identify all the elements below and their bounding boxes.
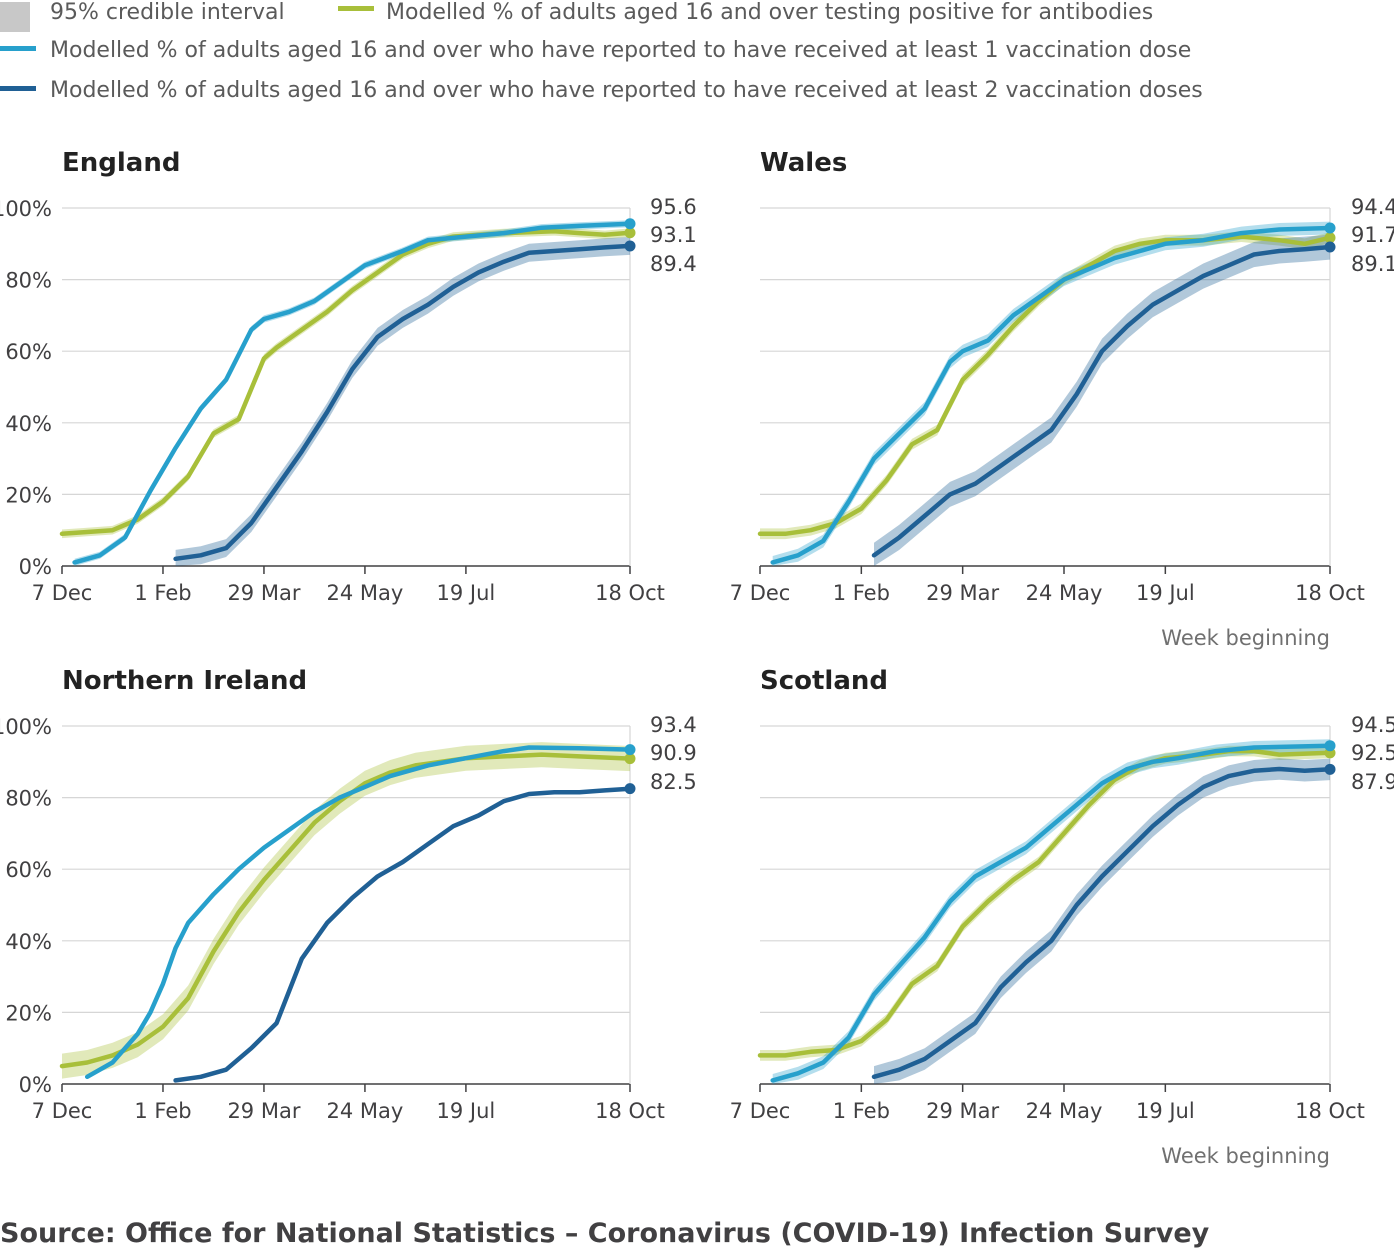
- dose2-swatch-icon: [0, 86, 36, 91]
- dose1-swatch-icon: [0, 46, 36, 51]
- end-value-label: 93.4: [650, 713, 697, 737]
- antibodies-line: [757, 234, 1333, 537]
- x-tick-label: 19 Jul: [1136, 1099, 1195, 1123]
- antibodies-line: [59, 752, 633, 1069]
- antibodies-line: [59, 229, 633, 537]
- x-tick-label: 7 Dec: [32, 1099, 93, 1123]
- dose2-line: [173, 243, 633, 562]
- y-tick-label: 0%: [19, 555, 52, 579]
- dose2-end-point: [1324, 241, 1336, 253]
- dose2-ci-band: [175, 786, 630, 1083]
- x-tick-label: 29 Mar: [227, 581, 300, 605]
- x-tick-label: 29 Mar: [227, 1099, 300, 1123]
- end-value-label: 87.9: [1351, 770, 1394, 794]
- dose2-line: [173, 786, 633, 1083]
- end-value-label: 91.7: [1351, 223, 1394, 247]
- x-tick-label: 1 Feb: [833, 581, 890, 605]
- end-value-label: 92.5: [1351, 741, 1394, 765]
- x-tick-label: 18 Oct: [595, 1099, 665, 1123]
- y-tick-label: 100%: [0, 197, 52, 221]
- dose1-end-point: [1324, 222, 1336, 234]
- ci-swatch-icon: [0, 2, 30, 32]
- dose2-end-point: [1324, 763, 1336, 775]
- antibodies-swatch-icon: [338, 6, 374, 11]
- x-tick-label: 19 Jul: [1136, 581, 1195, 605]
- end-value-label: 90.9: [650, 741, 697, 765]
- chart-title: Scotland: [760, 666, 888, 696]
- end-value-label: 82.5: [650, 770, 697, 794]
- x-tick-label: 18 Oct: [595, 581, 665, 605]
- y-tick-label: 60%: [5, 340, 52, 364]
- x-axis-label: Week beginning: [1161, 1144, 1330, 1168]
- dose2-ci-band: [874, 234, 1330, 566]
- legend-antibodies: Modelled % of adults aged 16 and over te…: [386, 0, 1154, 25]
- x-axis-label: Week beginning: [1161, 626, 1330, 650]
- y-tick-label: 20%: [5, 1001, 52, 1025]
- dose1-line: [84, 745, 633, 1080]
- end-value-label: 93.1: [650, 223, 697, 247]
- x-tick-label: 19 Jul: [437, 581, 496, 605]
- y-tick-label: 80%: [5, 787, 52, 811]
- x-tick-label: 29 Mar: [926, 1099, 999, 1123]
- x-tick-label: 24 May: [1026, 581, 1103, 605]
- x-tick-label: 19 Jul: [437, 1099, 496, 1123]
- end-value-label: 94.5: [1351, 713, 1394, 737]
- legend-dose2: Modelled % of adults aged 16 and over wh…: [50, 78, 1203, 103]
- end-value-label: 94.4: [1351, 195, 1394, 219]
- x-tick-label: 18 Oct: [1295, 581, 1365, 605]
- chart-title: Wales: [760, 148, 847, 178]
- legend: 95% credible interval Modelled % of adul…: [0, 0, 1394, 110]
- dose2-end-point: [624, 783, 636, 795]
- charts-svg: England 0% 20% 40% 60% 80% 100% 7 Dec 1 Feb 29 Ma…: [0, 148, 1394, 1168]
- x-tick-label: 24 May: [327, 1099, 404, 1123]
- x-tick-label: 7 Dec: [730, 1099, 791, 1123]
- y-tick-label: 0%: [19, 1073, 52, 1097]
- y-tick-label: 20%: [5, 483, 52, 507]
- dose2-ci-band: [874, 758, 1330, 1084]
- y-tick-label: 40%: [5, 412, 52, 436]
- dose1-end-point: [624, 744, 636, 756]
- antibodies-end-point: [1324, 232, 1336, 244]
- dose1-line: [770, 225, 1333, 565]
- antibodies-end-point: [624, 753, 636, 765]
- y-tick-label: 40%: [5, 930, 52, 954]
- dose1-end-point: [1324, 740, 1336, 752]
- x-tick-label: 18 Oct: [1295, 1099, 1365, 1123]
- legend-ci: 95% credible interval: [50, 0, 285, 25]
- chart-title: England: [62, 148, 180, 178]
- antibodies-ci-band: [760, 745, 1330, 1061]
- x-tick-label: 24 May: [1026, 1099, 1103, 1123]
- antibodies-end-point: [624, 227, 636, 239]
- dose2-line: [871, 244, 1333, 558]
- x-tick-label: 1 Feb: [134, 581, 191, 605]
- chart-title: Northern Ireland: [62, 666, 307, 696]
- legend-dose1: Modelled % of adults aged 16 and over wh…: [50, 38, 1192, 63]
- end-value-label: 95.6: [650, 195, 697, 219]
- source-note: Source: Office for National Statistics –…: [0, 1218, 1210, 1249]
- dose1-line: [770, 743, 1333, 1083]
- end-value-label: 89.1: [1351, 252, 1394, 276]
- x-tick-label: 7 Dec: [32, 581, 93, 605]
- y-tick-label: 80%: [5, 269, 52, 293]
- x-tick-label: 24 May: [327, 581, 404, 605]
- dose2-line: [871, 766, 1333, 1080]
- end-value-label: 89.4: [650, 252, 697, 276]
- x-tick-label: 29 Mar: [926, 581, 999, 605]
- x-tick-label: 7 Dec: [730, 581, 791, 605]
- x-tick-label: 1 Feb: [833, 1099, 890, 1123]
- antibodies-ci-band: [760, 231, 1330, 540]
- y-tick-label: 100%: [0, 715, 52, 739]
- antibodies-ci-band: [62, 742, 630, 1079]
- dose1-line: [72, 221, 633, 565]
- dose2-end-point: [624, 240, 636, 252]
- dose1-ci-band: [772, 739, 1330, 1084]
- dose1-end-point: [624, 218, 636, 230]
- x-tick-label: 1 Feb: [134, 1099, 191, 1123]
- y-tick-label: 60%: [5, 858, 52, 882]
- antibodies-line: [757, 748, 1333, 1058]
